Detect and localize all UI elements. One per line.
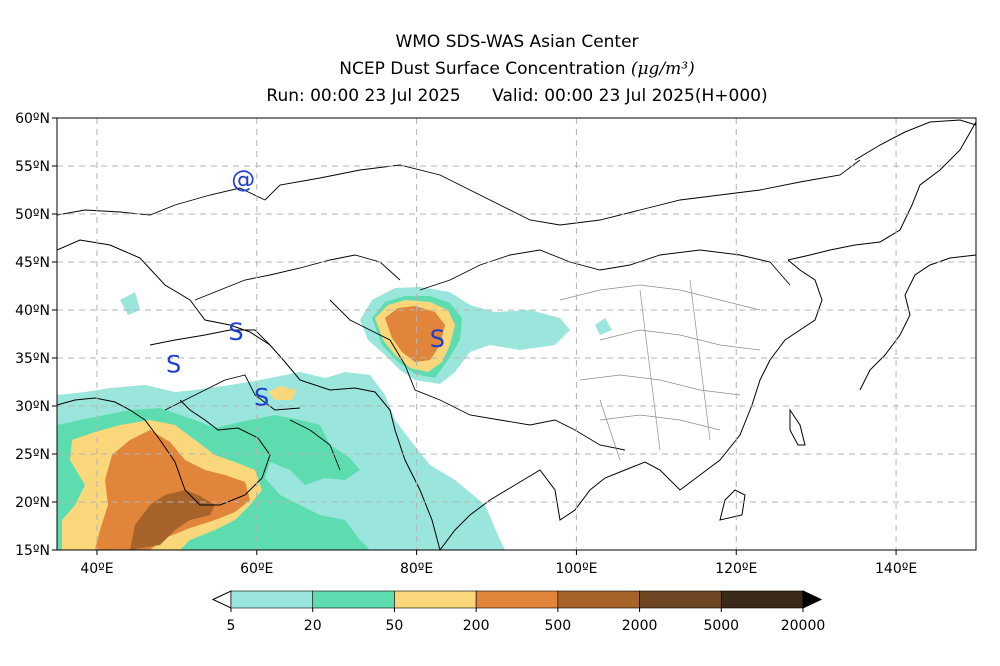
colorbar-label: 20000 [781, 618, 826, 634]
dust-storm-symbol: S [430, 325, 445, 353]
lat-tick-label: 30ºN [15, 399, 50, 415]
lat-tick-label: 20ºN [15, 495, 50, 511]
dust-level-200-500 [385, 306, 445, 362]
lat-tick-label: 45ºN [15, 255, 50, 271]
colorbar-segment [230, 590, 314, 609]
latitude-axis: 60ºN 55ºN 50ºN 45ºN 40ºN 35ºN 30ºN 25ºN 20ºN 15ºN [15, 111, 57, 559]
lon-tick-label: 60ºE [240, 561, 273, 577]
dust-storm-symbol: @ [231, 165, 255, 193]
lon-tick-label: 40ºE [80, 561, 113, 577]
colorbar-segment [557, 590, 640, 609]
colorbar-label: 5000 [703, 618, 739, 634]
colorbar-segment [475, 590, 559, 609]
colorbar-label: 5 [227, 618, 236, 634]
lon-tick-label: 140ºE [875, 561, 917, 577]
lon-tick-label: 80ºE [400, 561, 433, 577]
colorbar-segment [720, 590, 804, 609]
dust-storm-symbols: S S S S @ [166, 165, 445, 411]
colorbar-label: 200 [463, 618, 490, 634]
colorbar-label: 20 [304, 618, 322, 634]
colorbar-high-arrow [802, 590, 823, 609]
province-borders [559, 279, 761, 461]
coastlines [57, 119, 976, 550]
dust-level-200-500 [95, 430, 250, 550]
dust-level-5-20-patch [120, 292, 140, 315]
lon-tick-label: 100ºE [555, 561, 597, 577]
dust-field-tarim [360, 287, 612, 384]
longitude-axis: 40ºE 60ºE 80ºE 100ºE 120ºE 140ºE [80, 550, 917, 577]
dust-level-50-200-patch [268, 386, 296, 400]
dust-field-arabia [57, 292, 505, 550]
colorbar-segment [639, 590, 722, 609]
lat-tick-label: 35ºN [15, 351, 50, 367]
chart-subtitle: NCEP Dust Surface Concentration (μg/m³) [0, 59, 1000, 79]
dust-storm-symbol: S [254, 383, 269, 411]
country-borders [57, 159, 861, 471]
lat-tick-label: 55ºN [15, 159, 50, 175]
lat-tick-label: 25ºN [15, 447, 50, 463]
map-frame [56, 117, 977, 551]
unit-label: (μg/m³) [630, 59, 695, 79]
lat-tick-label: 50ºN [15, 207, 50, 223]
dust-storm-symbol: S [228, 318, 243, 346]
colorbar-label: 2000 [622, 618, 658, 634]
valid-time: Valid: 00:00 23 Jul 2025(H+000) [492, 86, 768, 106]
lat-tick-label: 15ºN [15, 543, 50, 559]
colorbar-label: 50 [386, 618, 404, 634]
run-time: Run: 00:00 23 Jul 2025 [266, 86, 461, 106]
colorbar-segment [394, 590, 477, 609]
dust-level-5-20-patch [595, 318, 612, 335]
variable-name: NCEP Dust Surface Concentration [339, 59, 626, 79]
colorbar-segment [312, 590, 395, 609]
lat-tick-label: 60ºN [15, 111, 50, 127]
map-area: S S S S @ [57, 118, 976, 550]
dust-storm-symbol: S [166, 351, 181, 379]
dust-level-500-2000 [130, 490, 215, 550]
chart-title: WMO SDS-WAS Asian Center [395, 32, 639, 52]
lat-tick-label: 40ºN [15, 303, 50, 319]
colorbar: 5 20 50 200 500 2000 5000 20000 [211, 590, 826, 634]
run-valid-line: Run: 00:00 23 Jul 2025 Valid: 00:00 23 J… [0, 86, 1000, 106]
graticule [57, 118, 976, 550]
lon-tick-label: 120ºE [715, 561, 757, 577]
colorbar-low-arrow [211, 590, 232, 609]
colorbar-label: 500 [544, 618, 571, 634]
